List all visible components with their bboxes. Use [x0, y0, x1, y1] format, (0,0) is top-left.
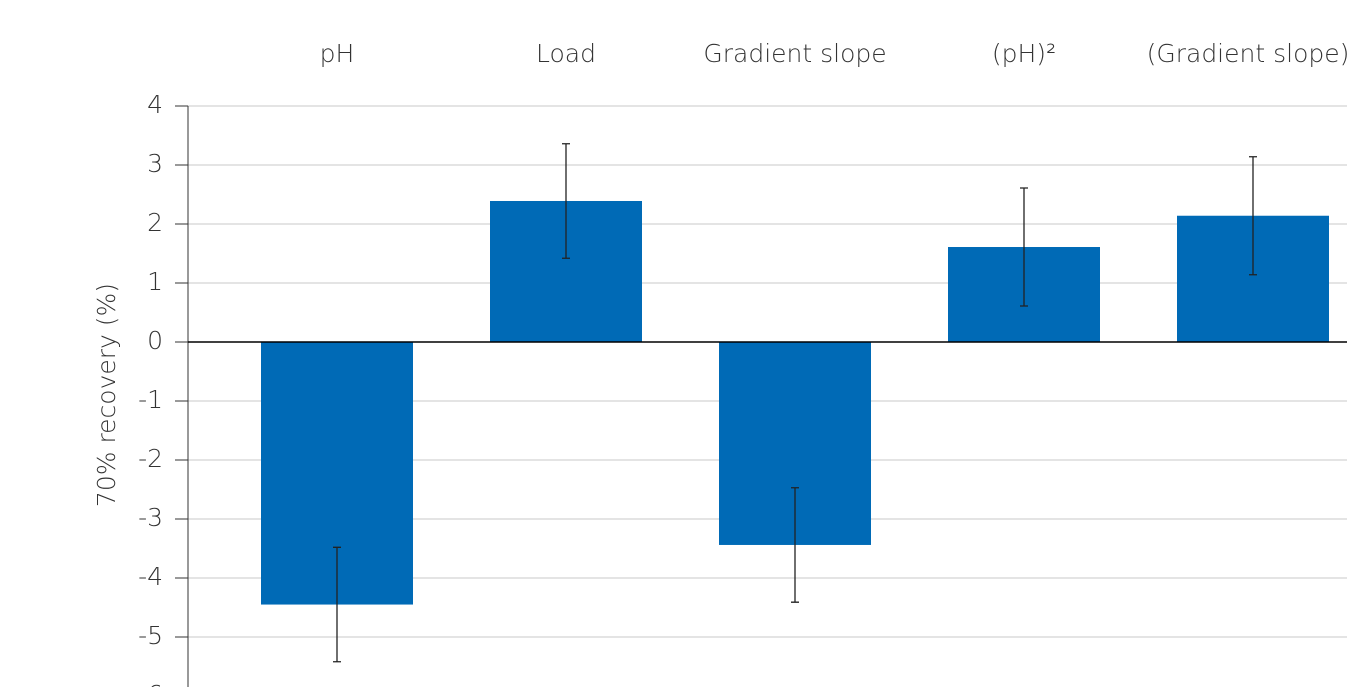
x-tick-label: (pH)²	[992, 39, 1056, 68]
y-tick-label: -1	[138, 385, 163, 414]
error-bar	[333, 546, 341, 663]
y-tick-label: 1	[147, 267, 163, 296]
x-tick-label: pH	[320, 39, 355, 68]
x-tick-label: (Gradient slope)²	[1147, 39, 1347, 68]
y-tick-label: 3	[147, 149, 163, 178]
y-tick-label: -5	[138, 621, 163, 650]
x-tick-label: Gradient slope	[703, 39, 886, 68]
y-axis-label: 70% recovery (%)	[92, 283, 121, 507]
error-bar	[562, 143, 570, 259]
y-tick-label: 2	[147, 208, 163, 237]
error-bar	[791, 487, 799, 603]
error-bar	[1249, 156, 1257, 276]
y-tick-label: -4	[138, 562, 163, 591]
x-tick-label: Load	[536, 39, 596, 68]
y-tick-label: -6	[138, 680, 163, 687]
error-bar	[1020, 187, 1028, 307]
y-tick-label: -2	[138, 444, 163, 473]
y-tick-label: -3	[138, 503, 163, 532]
y-tick-label: 0	[147, 326, 163, 355]
y-tick-label: 4	[147, 90, 163, 119]
